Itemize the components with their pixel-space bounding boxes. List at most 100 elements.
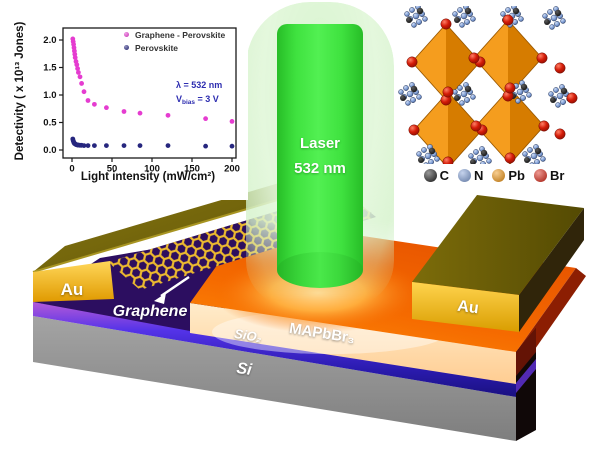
data-point xyxy=(85,143,91,149)
bromine-atom xyxy=(406,56,418,68)
data-point xyxy=(76,70,81,75)
nitrogen-atom xyxy=(518,16,524,22)
carbon-atom xyxy=(464,7,472,15)
nitrogen-atom xyxy=(410,97,416,103)
nitrogen-atom xyxy=(424,152,432,160)
nitrogen-atom xyxy=(534,159,540,164)
octahedron-left-face xyxy=(412,24,446,100)
carbon-atom xyxy=(410,85,418,93)
nitrogen-atom-icon xyxy=(457,169,471,182)
carbon-atom xyxy=(454,95,460,101)
legend-label: N xyxy=(473,168,484,183)
data-point xyxy=(81,143,87,149)
carbon-atom xyxy=(406,17,412,23)
carbon-atom xyxy=(454,17,460,23)
nitrogen-atom xyxy=(398,89,404,95)
octahedron-right-face xyxy=(448,92,482,164)
bromine-atom-icon xyxy=(533,169,547,182)
au-electrode-right xyxy=(412,195,584,332)
octahedron-left-face xyxy=(414,92,448,164)
bromine-atom xyxy=(502,14,514,26)
octahedron-left-face xyxy=(474,20,508,96)
nitrogen-atom xyxy=(470,94,476,100)
nitrogen-atom xyxy=(428,159,434,164)
nitrogen-atom xyxy=(527,147,533,153)
nitrogen-atom xyxy=(522,151,528,157)
data-point xyxy=(77,74,83,80)
octahedron-outline xyxy=(413,91,483,164)
bromine-atom xyxy=(442,156,454,164)
au-left-front-face xyxy=(33,261,114,302)
laser-label: Laser 532 nm xyxy=(277,131,363,181)
octahedra-and-atoms xyxy=(398,6,578,164)
carbon-atom xyxy=(464,85,472,93)
y-tick-label: 1.0 xyxy=(43,90,56,101)
crystal-structure: C N Pb Br xyxy=(394,6,594,192)
nitrogen-atom xyxy=(423,162,429,164)
nitrogen-atom xyxy=(434,156,440,162)
chart-legend: Graphene - Perovskite Perovskite xyxy=(124,28,225,54)
y-tick-label: 2.0 xyxy=(43,35,56,46)
octahedron-left-face xyxy=(476,88,510,164)
crystal-structure-drawing xyxy=(398,6,578,164)
y-axis-title: Detectivity ( x 10¹³ Jones) xyxy=(14,21,26,161)
data-point xyxy=(137,143,143,149)
nitrogen-atom xyxy=(452,11,458,17)
data-point xyxy=(75,66,80,71)
nitrogen-atom xyxy=(409,7,415,13)
nitrogen-atom xyxy=(464,19,470,25)
carbon-atom xyxy=(550,97,556,103)
nitrogen-atom xyxy=(549,24,555,30)
annotation-bias: Vbias = 3 V xyxy=(176,94,219,106)
data-point xyxy=(104,105,109,111)
carbon-atom xyxy=(544,19,550,25)
atom-legend: C N Pb Br xyxy=(394,168,594,183)
data-point xyxy=(229,119,235,124)
label-au-left: Au xyxy=(60,280,84,299)
legend-label: C xyxy=(439,168,449,183)
data-point xyxy=(85,98,91,103)
laser-label-line2: 532 nm xyxy=(294,160,346,177)
legend-item-perovskite: Perovskite xyxy=(124,41,225,54)
carbon-atom xyxy=(534,147,542,155)
graphene-arrow xyxy=(154,275,190,304)
bromine-atom xyxy=(468,52,480,64)
carbon-atom xyxy=(560,87,568,95)
nitrogen-atom xyxy=(416,19,422,25)
data-point xyxy=(229,143,235,149)
octahedron-right-face xyxy=(510,88,544,164)
nitrogen-atom xyxy=(486,158,492,164)
nitrogen-atom xyxy=(526,92,532,98)
au-right-front-face xyxy=(412,282,519,332)
nitrogen-atom xyxy=(542,13,548,19)
nitrogen-atom xyxy=(500,11,506,17)
nitrogen-atom xyxy=(459,22,465,28)
bromine-atom xyxy=(554,62,566,74)
legend-label: Graphene - Perovskite xyxy=(135,29,226,40)
carbon-atom xyxy=(470,159,476,164)
data-point xyxy=(137,110,143,116)
nitrogen-atom xyxy=(473,149,479,155)
data-point xyxy=(203,116,209,122)
legend-item-bromine: Br xyxy=(533,168,564,183)
data-point xyxy=(92,143,97,149)
nitrogen-atom xyxy=(457,85,463,91)
nitrogen-atom xyxy=(480,161,486,164)
nitrogen-atom xyxy=(416,94,422,100)
x-tick-label: 0 xyxy=(69,164,74,175)
nitrogen-atom xyxy=(464,97,470,103)
x-tick-label: 150 xyxy=(184,164,200,175)
nitrogen-atom xyxy=(457,7,463,13)
carbon-atom xyxy=(480,149,488,157)
carbon-atom xyxy=(524,157,530,163)
nitrogen-atom xyxy=(460,12,468,20)
octahedron-outline xyxy=(475,87,545,164)
lead-atom-icon xyxy=(492,169,506,182)
nitrogen-atom xyxy=(556,92,564,100)
nitrogen-atom xyxy=(421,147,427,153)
nitrogen-atom xyxy=(520,95,526,101)
carbon-atom xyxy=(418,157,424,163)
x-tick-label: 100 xyxy=(144,164,160,175)
nitrogen-atom xyxy=(553,87,559,93)
